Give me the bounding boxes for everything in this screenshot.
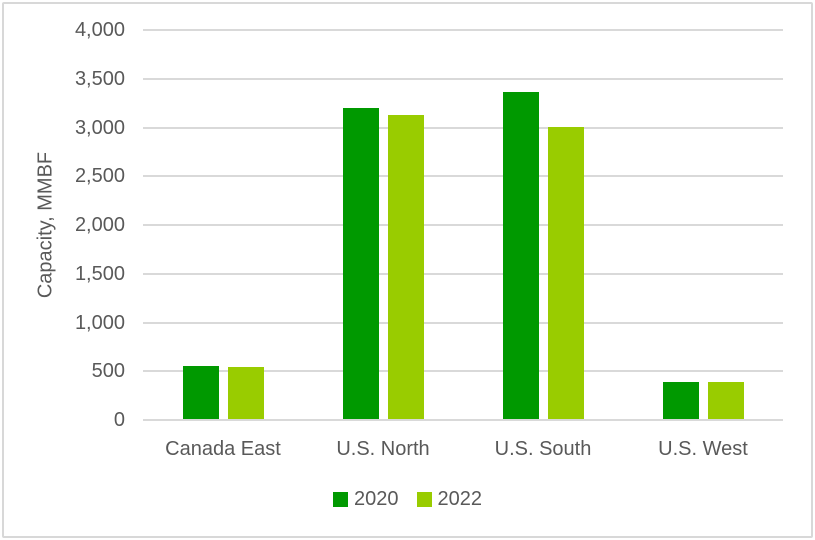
bar-2020-u-s-south — [502, 92, 539, 419]
gridline-3500 — [143, 77, 783, 80]
y-tick-label-2,500: 2,500 — [74, 165, 125, 188]
x-category-label-canada-east: Canada East — [165, 438, 281, 460]
y-tick-label-3,000: 3,000 — [74, 116, 125, 139]
y-tick-label-1,500: 1,500 — [74, 262, 125, 285]
y-tick-label-1,000: 1,000 — [74, 311, 125, 334]
bar-2022-canada-east — [227, 367, 264, 419]
y-tick-label-500: 500 — [91, 360, 125, 383]
x-category-label-u-s-west: U.S. West — [658, 438, 748, 460]
x-axis-line — [143, 419, 783, 421]
x-category-label-u-s-north: U.S. North — [336, 438, 430, 460]
y-tick-label-0: 0 — [113, 409, 125, 431]
y-tick-label-4,000: 4,000 — [74, 19, 125, 41]
bar-2022-u-s-south — [547, 127, 584, 419]
gridline-500 — [143, 370, 783, 373]
y-tick-label-2,000: 2,000 — [74, 214, 125, 236]
gridline-1500 — [143, 272, 783, 275]
legend: 2020 2022 — [0, 488, 815, 510]
plot-area — [143, 29, 783, 421]
legend-swatch-2020 — [333, 491, 348, 507]
bar-2022-u-s-west — [707, 382, 744, 419]
x-category-label-u-s-south: U.S. South — [494, 438, 592, 460]
gridline-1000 — [143, 321, 783, 324]
legend-label-2020: 2020 — [354, 488, 399, 510]
bar-2020-canada-east — [182, 366, 219, 419]
legend-item-2020: 2020 — [333, 488, 399, 510]
legend-item-2022: 2022 — [416, 488, 483, 510]
y-tick-label-3,500: 3,500 — [74, 67, 125, 90]
bar-2022-u-s-north — [387, 115, 424, 419]
bar-2020-u-s-west — [662, 382, 699, 419]
legend-swatch-2022 — [416, 491, 432, 507]
gridline-2000 — [143, 224, 783, 226]
gridline-2500 — [143, 175, 783, 178]
gridline-4000 — [143, 29, 783, 31]
gridline-3000 — [143, 126, 783, 129]
bar-2020-u-s-north — [342, 108, 379, 419]
legend-label-2022: 2022 — [437, 488, 483, 510]
